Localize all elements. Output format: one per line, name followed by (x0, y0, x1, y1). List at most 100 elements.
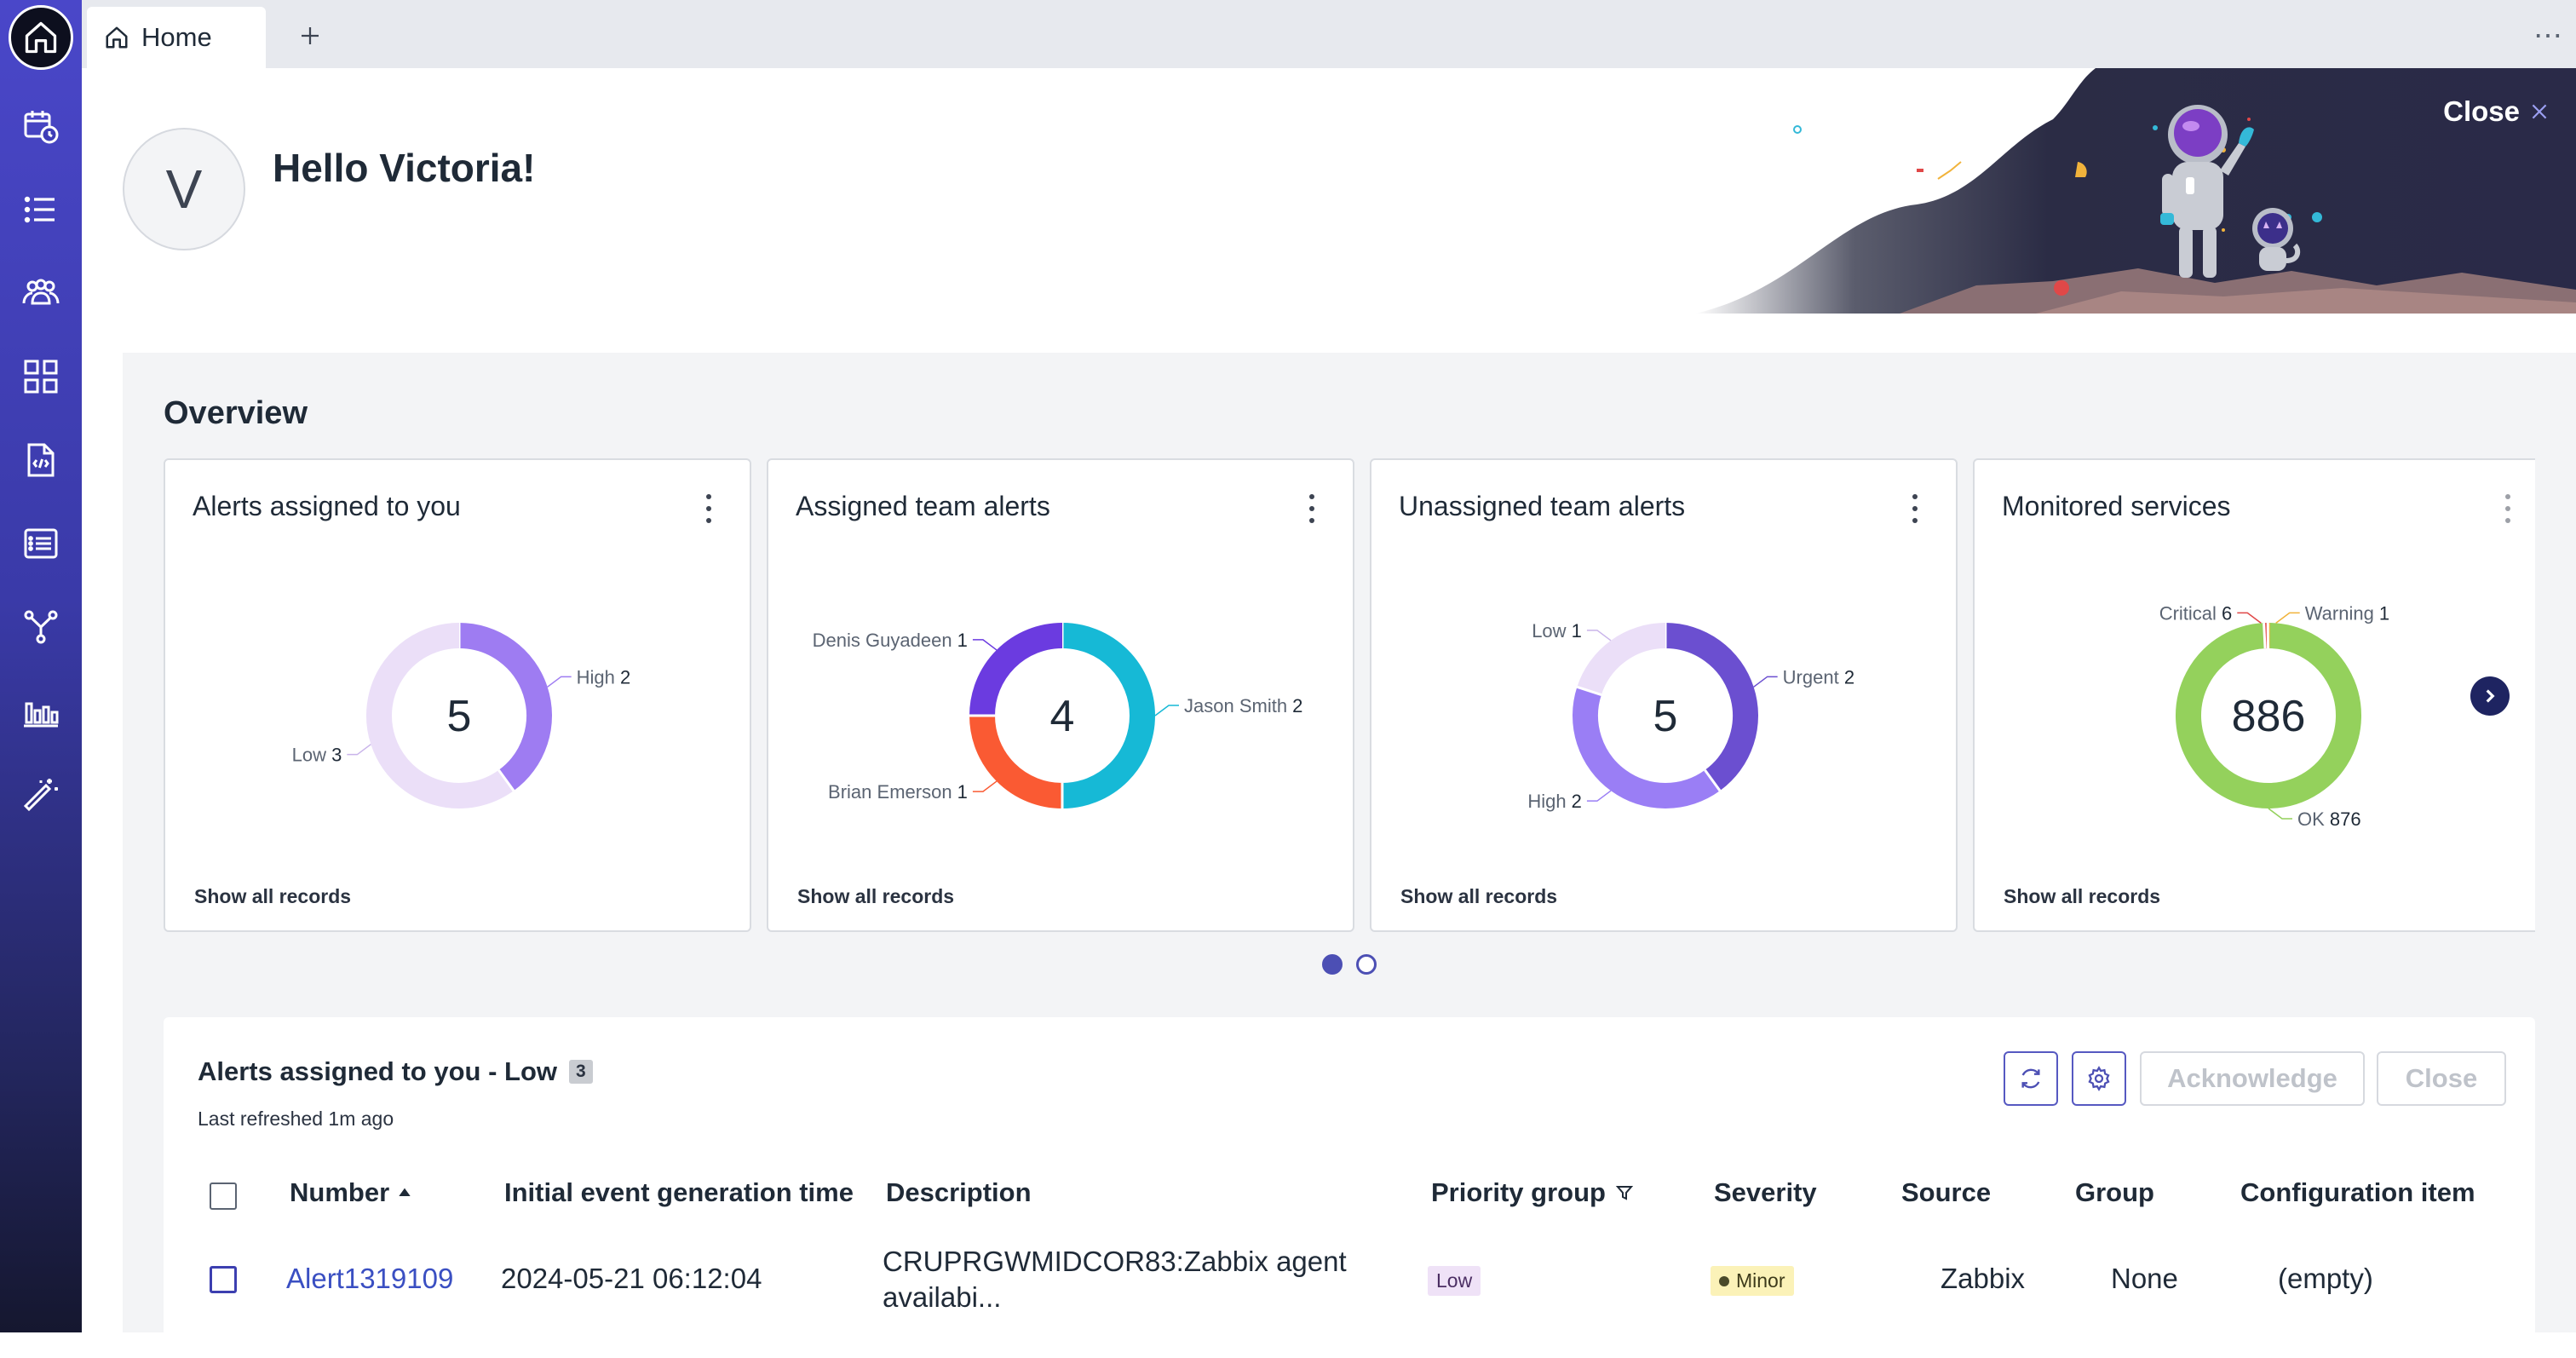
card-title: Monitored services (2002, 491, 2231, 522)
donut-segment[interactable] (1590, 636, 1665, 691)
gear-icon (2085, 1065, 2113, 1092)
workflow-icon (20, 607, 61, 647)
label-leader-line (973, 640, 997, 650)
settings-button[interactable] (2072, 1051, 2126, 1106)
rail-reports-button[interactable] (17, 687, 65, 734)
column-header-configuration-item[interactable]: Configuration item (2240, 1177, 2475, 1208)
donut-segment[interactable] (379, 636, 506, 796)
column-header-severity[interactable]: Severity (1714, 1177, 1817, 1208)
rail-automation-button[interactable] (17, 770, 65, 818)
label-leader-line (548, 676, 572, 687)
severity-badge: Minor (1711, 1266, 1794, 1296)
carousel-dot-1[interactable] (1322, 954, 1343, 975)
column-header-initial-event-time[interactable]: Initial event generation time (504, 1177, 854, 1208)
donut-separator (2264, 623, 2265, 648)
show-all-records-link[interactable]: Show all records (2004, 885, 2160, 908)
label-leader-line (347, 745, 371, 755)
chevron-right-icon (2479, 685, 2501, 707)
card-title: Unassigned team alerts (1399, 491, 1685, 522)
severity-dot-icon (1719, 1276, 1729, 1286)
show-all-records-link[interactable]: Show all records (797, 885, 954, 908)
column-header-source[interactable]: Source (1901, 1177, 1991, 1208)
carousel-next-button[interactable] (2470, 676, 2510, 716)
rail-calendar-button[interactable] (17, 102, 65, 150)
column-header-description[interactable]: Description (886, 1177, 1032, 1208)
filter-icon[interactable] (1614, 1182, 1635, 1203)
avatar-initial: V (166, 158, 203, 221)
cell-initial-event-time: 2024-05-21 06:12:04 (501, 1263, 762, 1295)
code-file-icon (20, 440, 61, 480)
card-monitored-services: Monitored services OK 876 Critical 6 Warni… (1973, 458, 2535, 932)
card-menu-icon[interactable] (1905, 494, 1925, 523)
card-menu-icon[interactable] (2498, 494, 2518, 523)
column-header-label: Group (2075, 1177, 2154, 1208)
show-all-records-link[interactable]: Show all records (194, 885, 351, 908)
segment-label: Jason Smith 2 (1184, 695, 1302, 716)
rail-list-button[interactable] (17, 186, 65, 233)
label-leader-line (973, 781, 997, 791)
rail-scripts-button[interactable] (17, 436, 65, 484)
magic-wand-icon (20, 774, 61, 814)
refresh-icon (2017, 1065, 2044, 1092)
home-icon (22, 19, 60, 56)
segment-label: OK 876 (2297, 808, 2361, 830)
bar-chart-icon (20, 690, 61, 731)
list-icon (20, 189, 61, 230)
rail-dashboards-button[interactable] (17, 353, 65, 400)
segment-label: High 2 (577, 666, 631, 688)
label-leader-line (2268, 808, 2292, 819)
segment-label: Warning 1 (2305, 602, 2389, 624)
acknowledge-button[interactable]: Acknowledge (2140, 1051, 2365, 1106)
panel-count-badge: 3 (569, 1060, 593, 1084)
row-checkbox[interactable] (210, 1266, 237, 1293)
column-header-priority-group[interactable]: Priority group (1431, 1177, 1635, 1208)
carousel-dot-2[interactable] (1356, 954, 1377, 975)
rail-records-button[interactable] (17, 520, 65, 567)
refresh-button[interactable] (2004, 1051, 2058, 1106)
segment-label: Denis Guyadeen 1 (813, 630, 968, 651)
add-tab-button[interactable] (286, 12, 334, 60)
card-menu-icon[interactable] (1302, 494, 1322, 523)
column-header-number[interactable]: Number (290, 1177, 411, 1208)
column-header-group[interactable]: Group (2075, 1177, 2154, 1208)
card-menu-icon[interactable] (699, 494, 719, 523)
description-line-1: CRUPRGWMIDCOR83:Zabbix agent (883, 1244, 1347, 1280)
more-icon[interactable]: ⋯ (2532, 19, 2566, 53)
severity-label: Minor (1736, 1269, 1785, 1292)
left-rail (0, 0, 82, 1332)
tab-bar: Home ⋯ (82, 0, 2576, 68)
label-leader-line (2276, 613, 2300, 623)
home-icon (104, 25, 129, 50)
alert-number-link[interactable]: Alert1319109 (286, 1263, 453, 1295)
cell-source: Zabbix (1941, 1263, 2025, 1295)
label-leader-line (1587, 791, 1611, 801)
description-line-2: availabi... (883, 1280, 1347, 1315)
rail-home-button[interactable] (9, 5, 73, 70)
cell-group: None (2111, 1263, 2178, 1295)
cell-description: CRUPRGWMIDCOR83:Zabbix agent availabi... (883, 1244, 1347, 1315)
show-all-records-link[interactable]: Show all records (1400, 885, 1557, 908)
sort-asc-icon (398, 1186, 411, 1200)
column-header-label: Initial event generation time (504, 1177, 854, 1208)
donut-segment[interactable] (1585, 691, 1712, 796)
segment-label: High 2 (1527, 791, 1582, 812)
greeting-title: Hello Victoria! (273, 145, 535, 191)
segment-label: Critical 6 (2159, 602, 2233, 624)
panel-title: Alerts assigned to you - Low 3 (198, 1056, 593, 1087)
banner-close-label: Close (2443, 95, 2520, 128)
team-icon (20, 273, 61, 314)
priority-group-badge: Low (1428, 1266, 1481, 1296)
overview-title: Overview (164, 395, 308, 432)
tab-home[interactable]: Home (87, 7, 266, 68)
banner-close-button[interactable]: Close (2443, 95, 2550, 128)
select-all-checkbox[interactable] (210, 1182, 237, 1210)
close-button[interactable]: Close (2377, 1051, 2506, 1106)
donut-total: 5 (447, 692, 472, 741)
rail-teams-button[interactable] (17, 269, 65, 317)
column-header-label: Description (886, 1177, 1032, 1208)
rail-workflows-button[interactable] (17, 603, 65, 651)
